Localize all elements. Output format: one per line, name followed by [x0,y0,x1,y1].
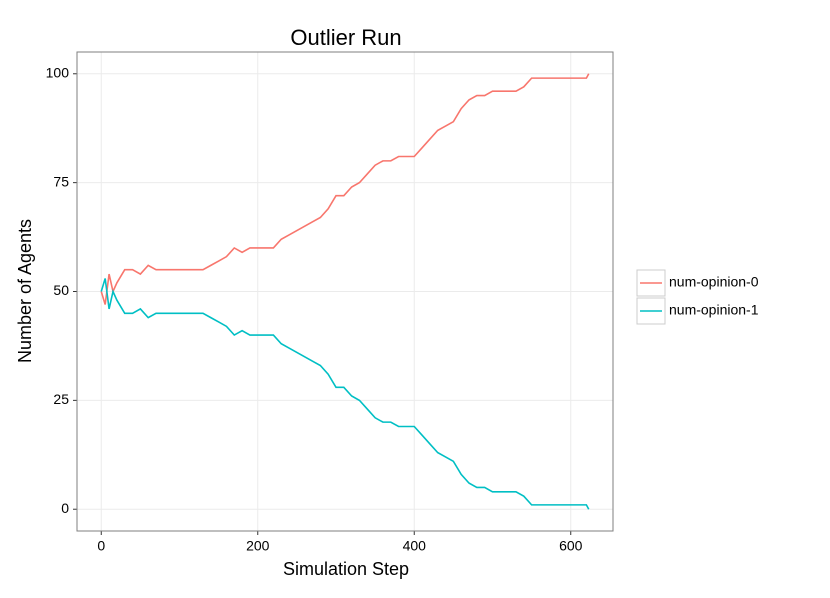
y-tick-label: 25 [53,391,69,407]
legend-label: num-opinion-1 [669,302,759,318]
x-tick-label: 0 [97,538,105,554]
y-tick-label: 0 [61,500,69,516]
x-axis-label: Simulation Step [283,559,409,579]
series-line [100,73,590,305]
y-tick-label: 100 [46,64,70,80]
x-tick-label: 600 [559,538,583,554]
x-tick-label: 400 [403,538,427,554]
legend-label: num-opinion-0 [669,274,759,290]
plot-border [76,51,614,532]
chart-title: Outlier Run [290,25,401,50]
y-axis-label: Number of Agents [15,219,35,363]
x-tick-label: 200 [246,538,270,554]
y-tick-label: 50 [53,282,69,298]
y-tick-label: 75 [53,173,69,189]
series-line [100,278,590,510]
